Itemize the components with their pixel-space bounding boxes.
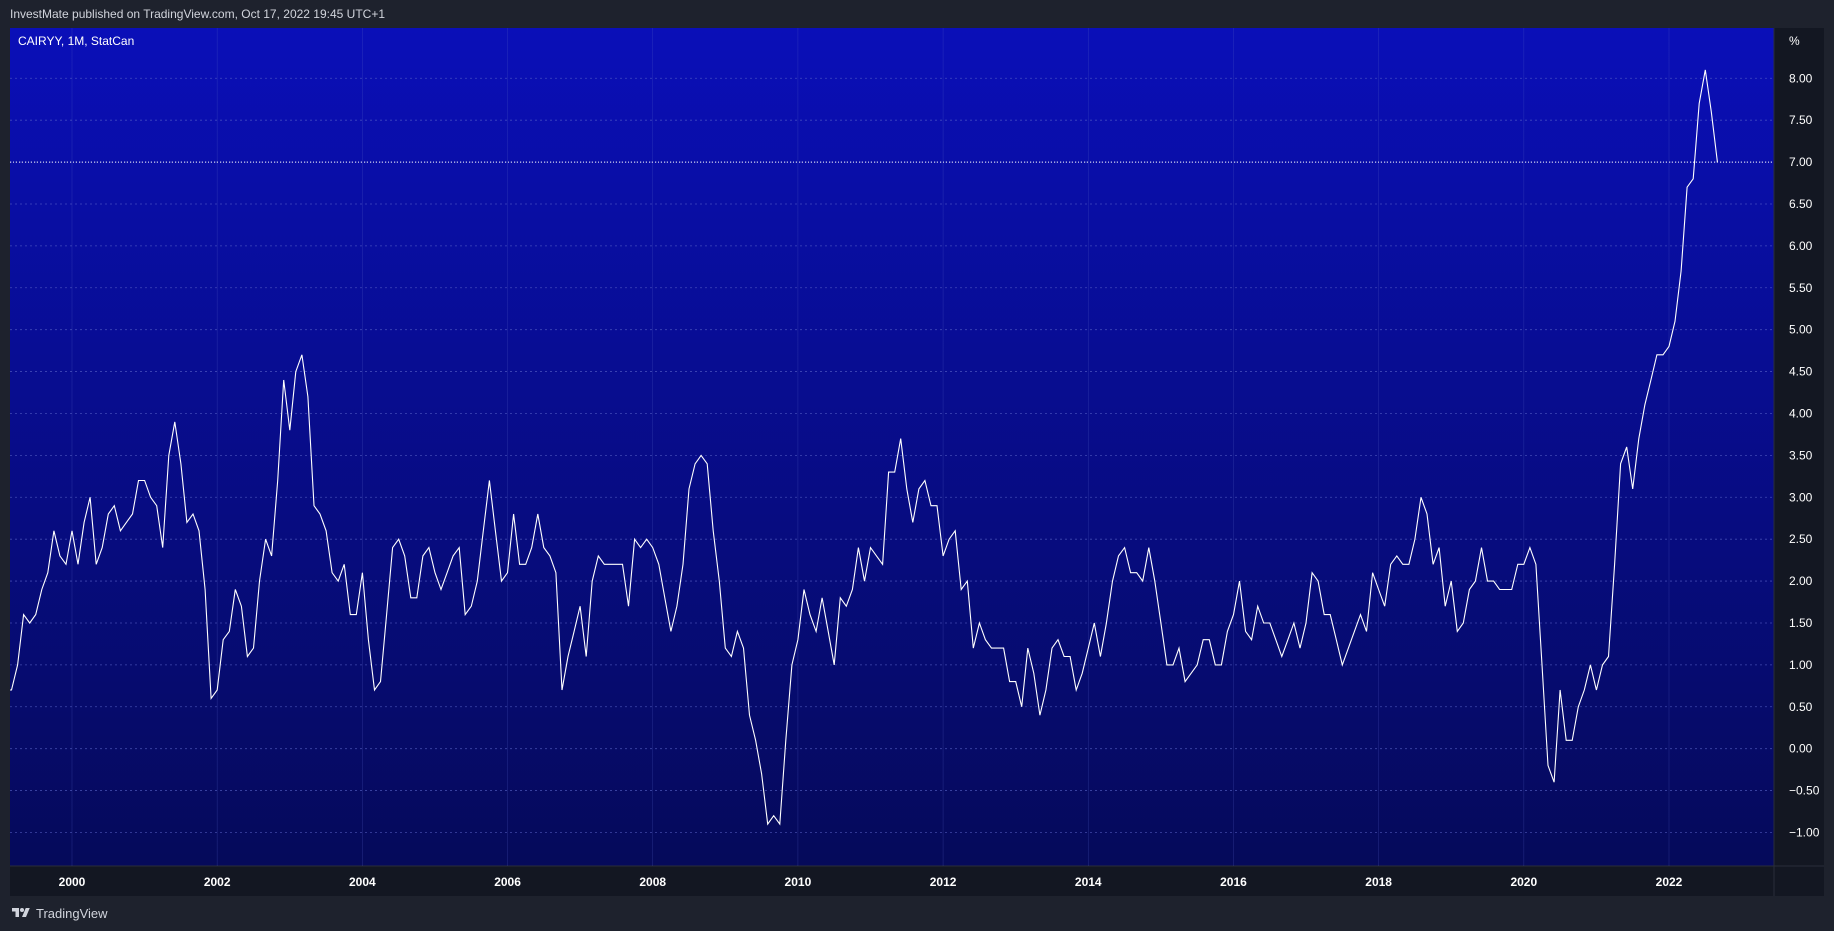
x-tick-label: 2012 xyxy=(930,875,957,889)
x-tick-label: 2016 xyxy=(1220,875,1247,889)
y-tick-label: 7.50 xyxy=(1789,113,1813,127)
y-tick-label: 3.00 xyxy=(1789,490,1813,504)
y-tick-label: 7.00 xyxy=(1789,155,1813,169)
y-tick-label: −1.00 xyxy=(1789,825,1820,839)
x-tick-label: 2000 xyxy=(59,875,86,889)
x-tick-label: 2010 xyxy=(785,875,812,889)
y-unit-label: % xyxy=(1789,34,1800,48)
footer: TradingView xyxy=(10,903,108,923)
y-tick-label: 0.50 xyxy=(1789,700,1813,714)
x-tick-label: 2020 xyxy=(1510,875,1537,889)
tradingview-brand[interactable]: TradingView xyxy=(36,905,108,921)
x-tick-label: 2002 xyxy=(204,875,231,889)
y-tick-label: 6.00 xyxy=(1789,239,1813,253)
y-tick-label: 3.50 xyxy=(1789,448,1813,462)
y-tick-label: 6.50 xyxy=(1789,197,1813,211)
chart-area[interactable]: 8.00 7.50 7.00 6.50 6.00 5.50 5.00 4.50 4.00 3.50… xyxy=(10,28,1824,896)
x-tick-label: 2022 xyxy=(1656,875,1683,889)
series-line[interactable] xyxy=(10,69,1718,826)
y-tick-label: 0.00 xyxy=(1789,742,1813,756)
x-tick-label: 2014 xyxy=(1075,875,1102,889)
y-tick-label: 4.50 xyxy=(1789,365,1813,379)
x-tick-label: 2018 xyxy=(1365,875,1392,889)
tradingview-logo-icon[interactable] xyxy=(10,906,32,920)
y-tick-label: 8.00 xyxy=(1789,71,1813,85)
chart-title: CAIRYY, 1M, StatCan xyxy=(18,34,135,48)
y-tick-label: 5.00 xyxy=(1789,323,1813,337)
x-tick-label: 2008 xyxy=(639,875,666,889)
x-tick-label: 2006 xyxy=(494,875,521,889)
y-tick-label: 1.00 xyxy=(1789,658,1813,672)
line-chart[interactable]: 8.00 7.50 7.00 6.50 6.00 5.50 5.00 4.50 4.00 3.50… xyxy=(10,28,1824,896)
y-tick-label: 4.00 xyxy=(1789,406,1813,420)
grid-lines xyxy=(10,28,1774,866)
y-tick-label: 1.50 xyxy=(1789,616,1813,630)
published-info: InvestMate published on TradingView.com,… xyxy=(10,7,385,21)
time-scale-background[interactable] xyxy=(10,866,1774,896)
y-tick-label: 2.50 xyxy=(1789,532,1813,546)
top-bar: InvestMate published on TradingView.com,… xyxy=(0,0,1834,28)
price-scale-background[interactable] xyxy=(1774,28,1824,866)
axis-ticks: 8.00 7.50 7.00 6.50 6.00 5.50 5.00 4.50 4.00 3.50… xyxy=(59,34,1820,889)
y-tick-label: −0.50 xyxy=(1789,784,1820,798)
y-tick-label: 2.00 xyxy=(1789,574,1813,588)
plot-background xyxy=(10,28,1774,866)
x-tick-label: 2004 xyxy=(349,875,376,889)
y-tick-label: 5.50 xyxy=(1789,281,1813,295)
